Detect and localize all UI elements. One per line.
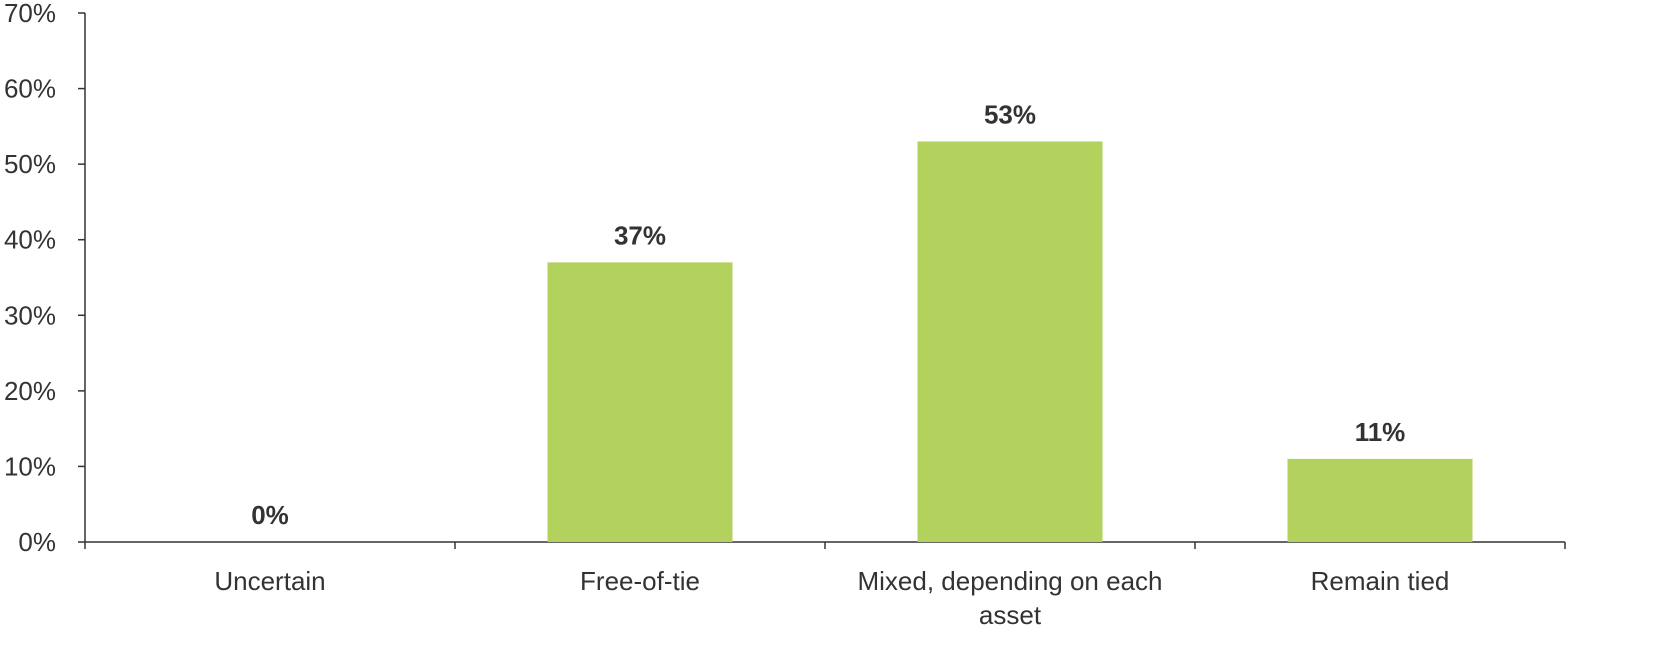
y-tick-label: 0% — [18, 527, 56, 557]
y-tick-label: 50% — [4, 149, 56, 179]
y-tick-label: 70% — [4, 0, 56, 28]
y-tick-label: 40% — [4, 225, 56, 255]
y-tick-label: 10% — [4, 451, 56, 481]
bars — [547, 141, 1473, 542]
data-label: 37% — [614, 220, 666, 250]
data-label: 0% — [251, 500, 289, 530]
x-category-label: Uncertain — [214, 566, 325, 596]
bar — [1287, 458, 1473, 542]
x-category-label: Remain tied — [1311, 566, 1450, 596]
data-labels: 0% 37% 53% 11% — [251, 99, 1405, 530]
y-axis: 0% 10% 20% 30% 40% 50% 60% 70% — [4, 0, 86, 557]
y-tick-label: 60% — [4, 74, 56, 104]
y-tick-label: 30% — [4, 300, 56, 330]
bar — [547, 262, 733, 542]
y-tick-label: 20% — [4, 376, 56, 406]
x-axis: Uncertain Free-of-tie Mixed, depending on … — [84, 541, 1566, 630]
data-label: 53% — [984, 99, 1036, 129]
x-category-label: Mixed, depending on each asset — [857, 566, 1162, 630]
x-category-label-line: Remain tied — [1311, 566, 1450, 596]
bar — [917, 141, 1103, 542]
x-category-label: Free-of-tie — [580, 566, 700, 596]
x-category-label-line: Uncertain — [214, 566, 325, 596]
x-category-label-line: Mixed, depending on each — [857, 566, 1162, 596]
data-label: 11% — [1355, 417, 1406, 447]
x-category-label-line: Free-of-tie — [580, 566, 700, 596]
x-category-label-line: asset — [979, 600, 1042, 630]
